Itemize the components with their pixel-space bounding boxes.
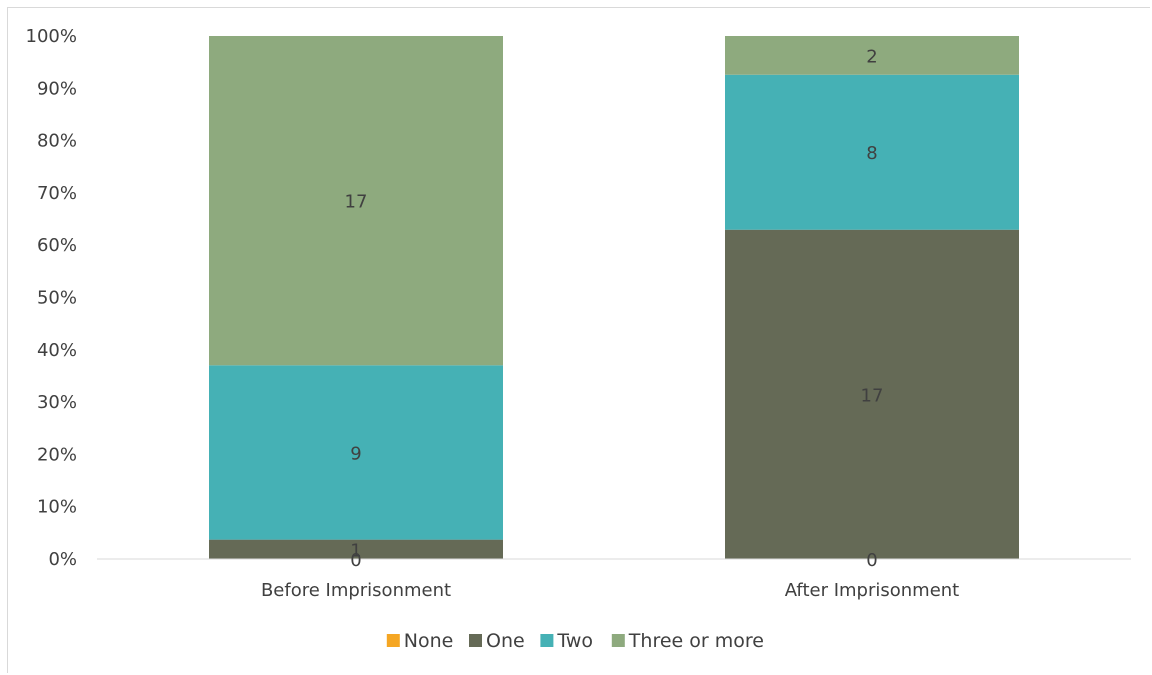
legend-swatch [611, 634, 625, 647]
data-label: 1 [350, 540, 361, 561]
bars [209, 36, 1019, 559]
legend-label: Three or more [628, 630, 764, 652]
legend-label: One [486, 630, 525, 652]
bar-segment [725, 229, 1019, 559]
legend: None One Two Three or more [386, 630, 764, 652]
data-label: 8 [866, 143, 877, 164]
y-tick-label: 10% [37, 497, 77, 518]
x-category-label: After Imprisonment [785, 580, 960, 601]
data-label: 9 [350, 443, 361, 464]
data-label: 0 [350, 550, 361, 571]
y-tick-label: 100% [26, 26, 77, 47]
y-tick-label: 30% [37, 392, 77, 413]
legend-swatch [540, 634, 554, 647]
y-axis-ticks: 0% 10% 20% 30% 40% 50% 60% 70% 80% 90% 100% [26, 26, 77, 570]
bar-segment [209, 36, 503, 366]
x-axis-categories: Before Imprisonment After Imprisonment [261, 580, 959, 601]
bar-segment [725, 36, 1019, 75]
legend-label: None [404, 630, 454, 652]
data-label: 2 [866, 46, 877, 67]
y-tick-label: 80% [37, 131, 77, 152]
y-tick-label: 20% [37, 444, 77, 465]
bar-segment [209, 539, 503, 559]
legend-swatch [386, 634, 400, 647]
data-label: 0 [866, 550, 877, 571]
data-label: 17 [861, 385, 884, 406]
bar-segment [209, 365, 503, 540]
legend-label: Two [556, 630, 593, 652]
y-tick-label: 50% [37, 288, 77, 309]
y-tick-label: 90% [37, 78, 77, 99]
y-tick-label: 70% [37, 183, 77, 204]
y-tick-label: 0% [48, 549, 77, 570]
x-category-label: Before Imprisonment [261, 580, 451, 601]
y-tick-label: 40% [37, 340, 77, 361]
legend-swatch [469, 634, 482, 647]
bar-segment [725, 74, 1019, 230]
data-label: 17 [345, 192, 368, 213]
y-tick-label: 60% [37, 235, 77, 256]
